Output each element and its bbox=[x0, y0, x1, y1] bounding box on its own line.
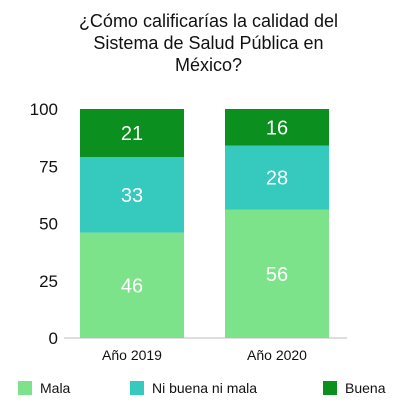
bar-mala-ano-2019 bbox=[80, 232, 184, 338]
y-tick-label-0: 0 bbox=[49, 329, 58, 348]
data-label-mala-ano-2020: 56 bbox=[266, 264, 288, 286]
y-tick-label-75: 75 bbox=[39, 157, 58, 176]
chart-title: ¿Cómo calificarías la calidad del Sistem… bbox=[0, 10, 417, 76]
legend: Mala Ni buena ni mala Buena bbox=[0, 380, 417, 404]
legend-swatch-mala bbox=[18, 381, 32, 395]
legend-label-ni-buena-ni-mala: Ni buena ni mala bbox=[152, 380, 258, 396]
data-label-buena-ano-2020: 16 bbox=[266, 117, 288, 139]
chart-title-line-3: México? bbox=[174, 55, 243, 75]
bar-mala-ano-2020 bbox=[225, 209, 329, 338]
y-tick-label-50: 50 bbox=[39, 215, 58, 234]
bar-ni-buena-ni-mala-ano-2020 bbox=[225, 145, 329, 210]
legend-label-buena: Buena bbox=[345, 380, 386, 396]
legend-label-mala: Mala bbox=[40, 380, 71, 396]
legend-item-buena: Buena bbox=[323, 380, 385, 396]
bar-buena-ano-2020 bbox=[225, 109, 329, 146]
legend-item-ni-buena-ni-mala: Ni buena ni mala bbox=[130, 380, 257, 396]
bar-ni-buena-ni-mala-ano-2019 bbox=[80, 157, 184, 233]
bar-buena-ano-2019 bbox=[80, 109, 184, 158]
data-label-buena-ano-2019: 21 bbox=[121, 123, 143, 145]
data-label-ni-buena-ni-mala-ano-2019: 33 bbox=[121, 185, 143, 207]
y-tick-label-100: 100 bbox=[30, 100, 58, 119]
legend-swatch-buena bbox=[323, 381, 337, 395]
x-tick-label-ano-2020: Año 2020 bbox=[247, 347, 307, 363]
legend-item-mala: Mala bbox=[18, 380, 70, 396]
chart-title-line-2: Sistema de Salud Pública en bbox=[93, 33, 324, 53]
x-tick-label-ano-2019: Año 2019 bbox=[102, 347, 162, 363]
legend-swatch-ni-buena-ni-mala bbox=[130, 381, 144, 395]
data-label-mala-ano-2019: 46 bbox=[121, 275, 143, 297]
chart-title-line-1: ¿Cómo calificarías la calidad del bbox=[78, 11, 339, 31]
data-label-ni-buena-ni-mala-ano-2020: 28 bbox=[266, 168, 288, 190]
stacked-bar-chart: 0 25 50 75 100 46 33 21 Año 2019 56 28 16 Año 2020 bbox=[30, 100, 347, 363]
y-tick-label-25: 25 bbox=[39, 272, 58, 291]
